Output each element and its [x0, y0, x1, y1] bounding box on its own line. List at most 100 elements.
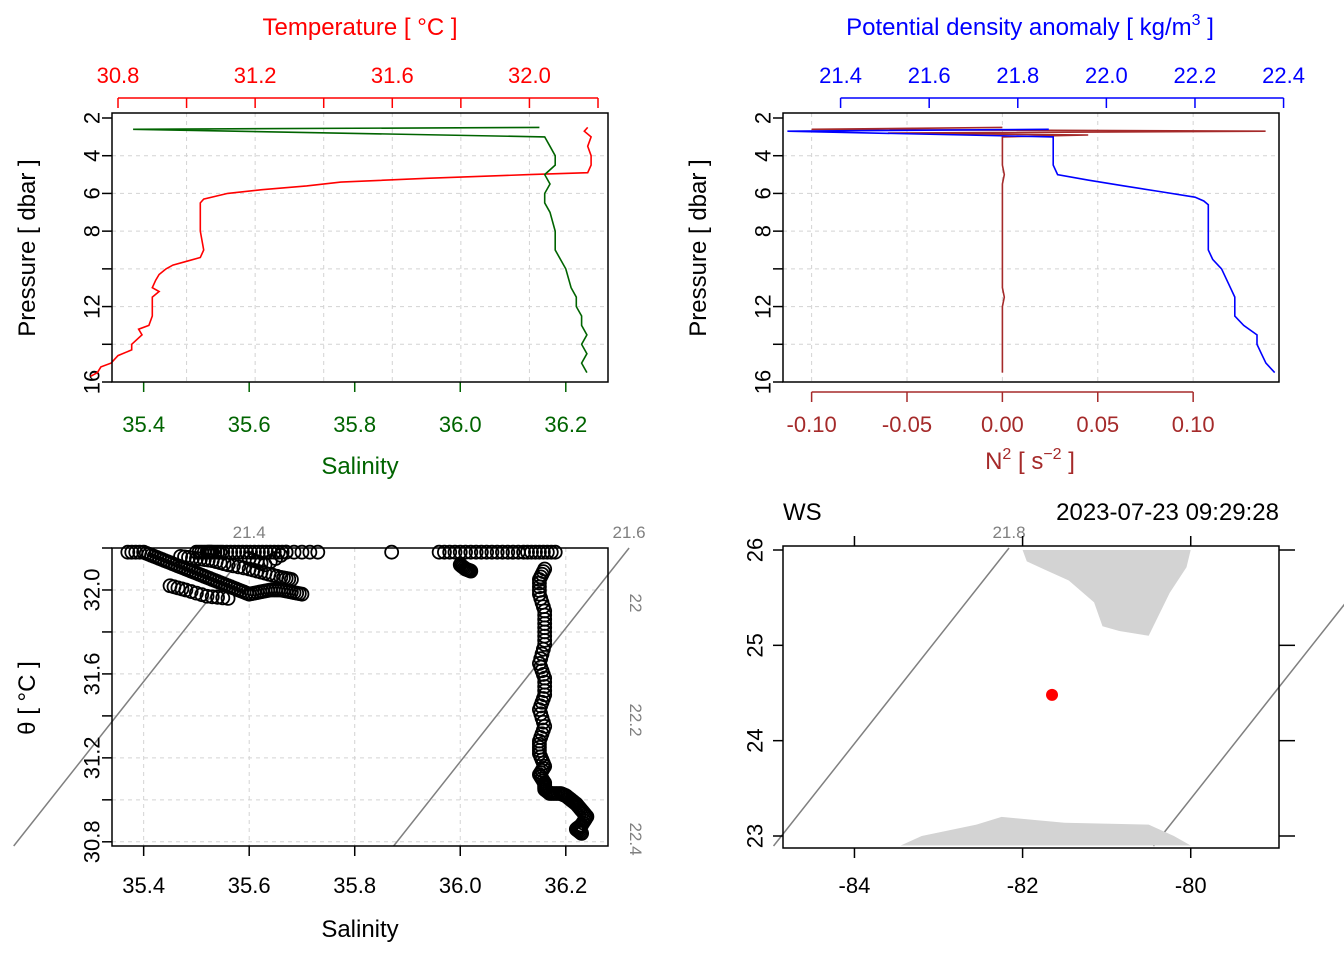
ts-point	[384, 544, 400, 560]
salinity-tick-label: 36.0	[439, 412, 482, 437]
ts-point	[458, 544, 473, 560]
density-n2-frame	[782, 112, 1280, 383]
ts-point	[463, 544, 479, 560]
ts-point	[532, 575, 547, 591]
ts-point	[124, 544, 140, 560]
ts-point	[120, 544, 136, 560]
ts-point	[534, 763, 550, 778]
latitude-tick-label: 26	[743, 538, 768, 562]
ts-point	[204, 589, 220, 605]
ts-point	[210, 589, 225, 605]
pressure-tick-label: 4	[80, 150, 105, 162]
ts-point	[535, 544, 551, 560]
isopycnal-label: 22	[626, 594, 645, 613]
temperature-tick-label: 31.2	[234, 63, 277, 88]
pressure-ticks-2: 2 4 6 8 12 16	[751, 112, 783, 394]
temperature-tick-label: 32.0	[508, 63, 551, 88]
ts-x-tick-label: 35.8	[333, 873, 376, 898]
ts-point	[215, 590, 231, 606]
n2-tick-label: 0.00	[981, 412, 1024, 437]
ts-point	[575, 815, 591, 831]
ts-point	[442, 544, 458, 560]
ts-point	[575, 804, 591, 820]
ts-point	[462, 563, 477, 578]
ts-point	[543, 544, 559, 560]
temperature-tick-label: 31.6	[371, 63, 414, 88]
salinity-tick-label: 35.8	[333, 412, 376, 437]
ts-point	[520, 544, 535, 560]
isopycnal-line	[1152, 603, 1344, 847]
temperature-axis-title: Temperature [ °C ]	[263, 14, 458, 41]
density-tick-label: 21.4	[819, 63, 862, 88]
ts-points	[120, 544, 595, 841]
ts-point	[500, 544, 516, 560]
ts-point	[537, 632, 553, 648]
station-map-panel: WS 2023-07-23 09:29:28 -84 -82 -80 23 24 25 26	[743, 499, 1295, 898]
ts-point	[468, 544, 484, 560]
isopycnal-label: 21.8	[992, 523, 1025, 542]
ts-point	[532, 544, 547, 560]
ts-point	[537, 607, 553, 623]
ts-point	[281, 571, 297, 587]
n2-tick-label: -0.05	[882, 412, 932, 437]
pressure-ticks: 2 4 6 8 12 16	[80, 112, 112, 394]
ts-y-tick-label: 31.2	[80, 736, 105, 779]
ts-y-tick-label: 30.8	[80, 820, 105, 863]
longitude-tick-label: -84	[839, 873, 871, 898]
ts-point	[505, 544, 521, 560]
temperature-ticks: 30.8 31.2 31.6 32.0	[97, 63, 599, 108]
map-ticks: -84 -82 -80 23 24 25 26	[743, 536, 1295, 898]
ts-point	[479, 544, 495, 560]
ts-point	[302, 544, 318, 560]
ts-point	[294, 544, 310, 560]
ts-point	[539, 544, 555, 560]
density-n2-panel: Potential density anomaly [ kg/m3 ] N2 […	[685, 12, 1305, 475]
ts-point	[231, 559, 247, 575]
isopycnal-line	[393, 547, 630, 847]
ts-point	[203, 544, 219, 560]
latitude-tick-label: 23	[743, 824, 768, 848]
ts-x-tick-label: 35.6	[228, 873, 271, 898]
temperature-series-line	[90, 126, 593, 378]
temperature-salinity-grid	[112, 113, 608, 382]
ts-point	[239, 585, 254, 601]
ts-point	[535, 755, 551, 771]
ts-x-tick-label: 35.4	[122, 873, 165, 898]
ts-point	[572, 824, 588, 840]
pressure-tick-label: 4	[751, 150, 776, 162]
ts-point	[174, 581, 190, 597]
ts-point	[528, 544, 543, 560]
ts-point	[431, 544, 447, 560]
pressure-tick-label: 2	[751, 112, 776, 124]
pressure-tick-label: 8	[751, 225, 776, 237]
ts-point	[437, 544, 452, 560]
ts-yaxis-title: θ [ °C ]	[14, 661, 41, 735]
map-frame	[782, 545, 1280, 849]
n2-axis-title: N2 [ s−2 ]	[985, 446, 1075, 475]
salinity-ticks: 35.4 35.6 35.8 36.0 36.2	[122, 382, 587, 437]
density-tick-label: 22.4	[1262, 63, 1305, 88]
ts-xaxis-title: Salinity	[321, 916, 398, 943]
pressure-tick-label: 16	[751, 370, 776, 394]
density-tick-label: 21.6	[908, 63, 951, 88]
ts-point	[219, 544, 235, 560]
pressure-tick-label: 8	[80, 225, 105, 237]
ts-point	[473, 544, 489, 560]
ts-point	[537, 624, 553, 640]
pressure-tick-label: 12	[751, 294, 776, 318]
ts-ticks: 35.4 35.6 35.8 36.0 36.2 30.8 31.2 31.6 32.0	[80, 547, 587, 898]
salinity-tick-label: 36.2	[544, 412, 587, 437]
ts-y-tick-label: 31.6	[80, 653, 105, 696]
station-marker	[1046, 688, 1059, 701]
ts-point	[447, 544, 463, 560]
salinity-series-line	[133, 126, 588, 373]
pressure-tick-label: 6	[80, 187, 105, 199]
density-series-line	[787, 128, 1276, 374]
ts-point	[532, 579, 547, 595]
salinity-axis-title: Salinity	[321, 453, 398, 480]
isopycnal-label: 21.4	[233, 523, 266, 542]
ts-point	[484, 544, 500, 560]
ts-point	[516, 544, 531, 560]
ts-point	[537, 674, 553, 690]
